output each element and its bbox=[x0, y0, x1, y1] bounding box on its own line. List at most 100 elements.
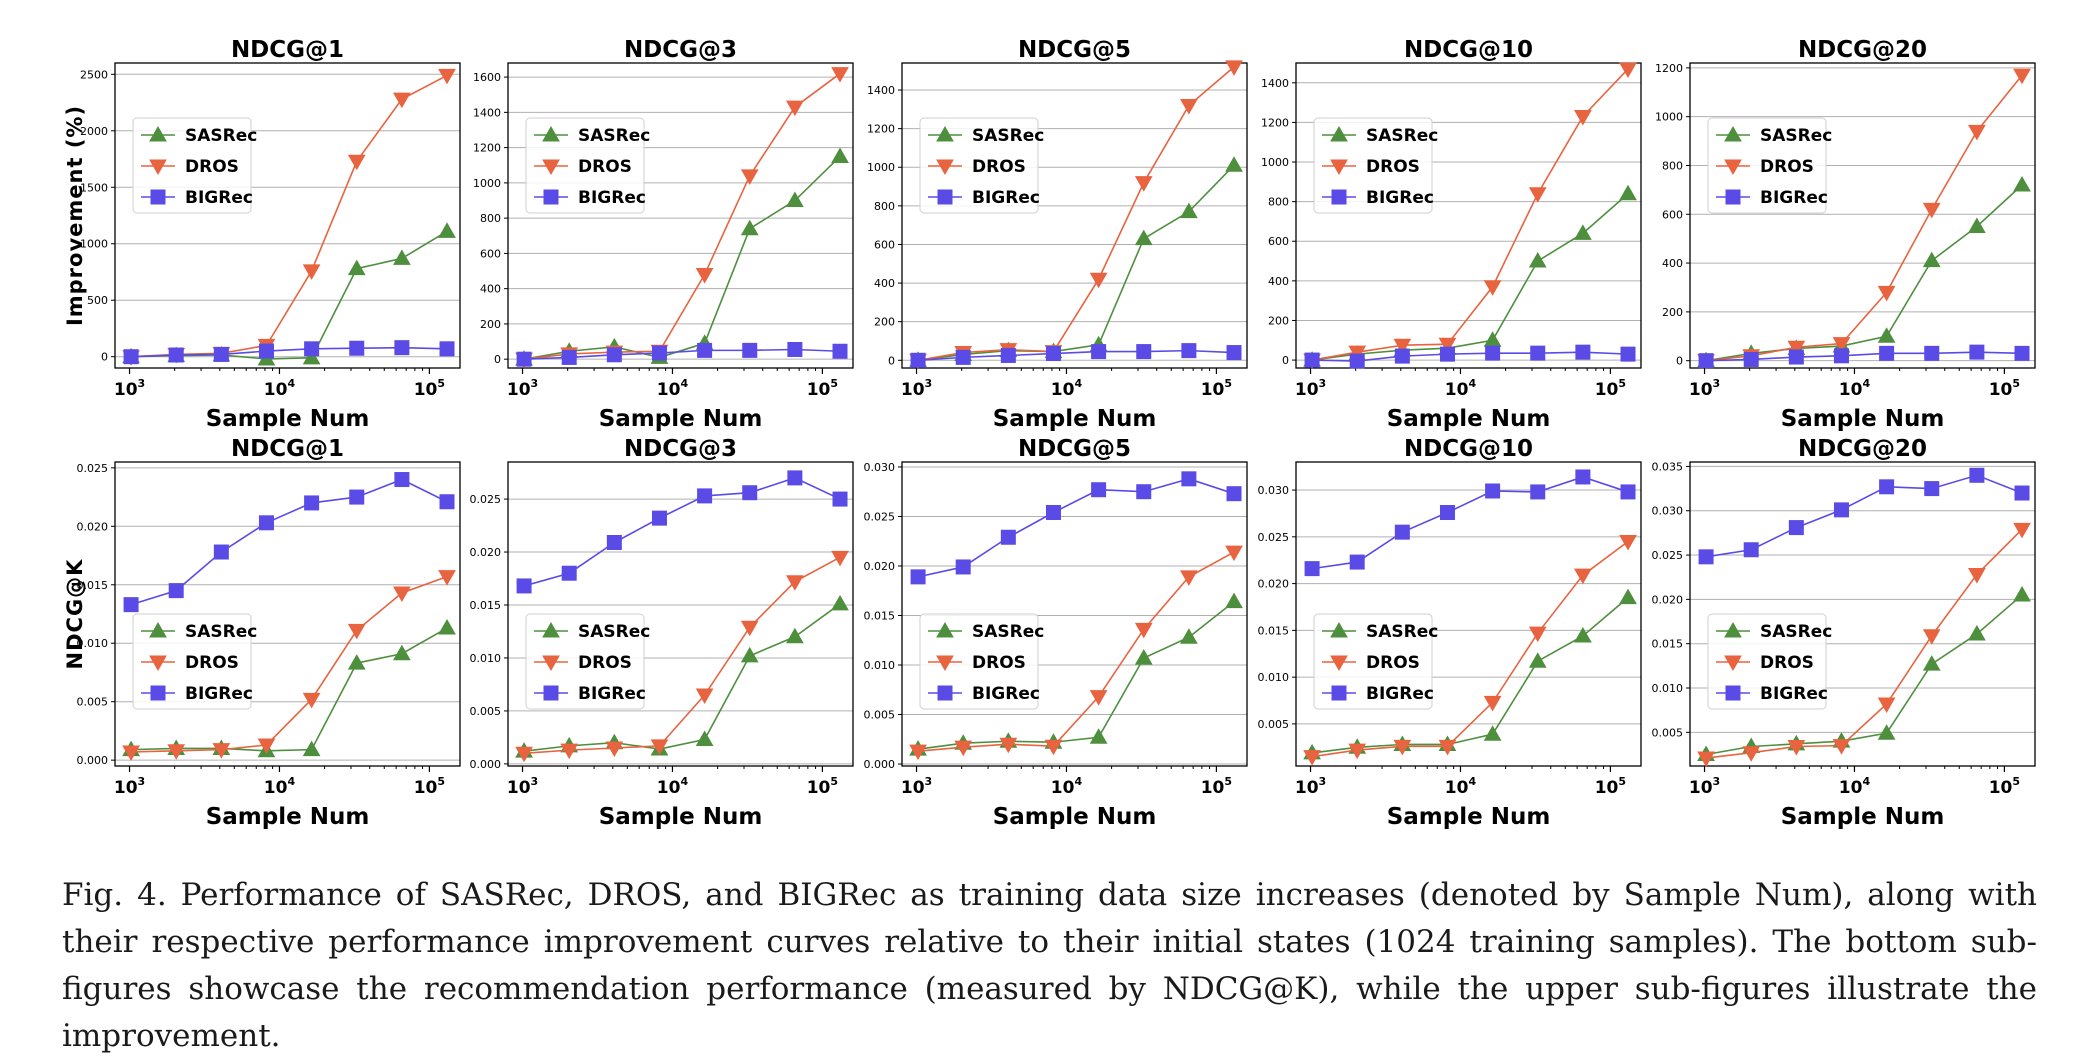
y-tick-label: 600 bbox=[480, 247, 501, 260]
x-tick-label: 103 bbox=[507, 377, 538, 400]
data-point bbox=[697, 342, 713, 358]
y-tick-label: 200 bbox=[1268, 314, 1289, 327]
plot-frame bbox=[1689, 62, 2036, 369]
y-tick-label: 400 bbox=[1268, 275, 1289, 288]
x-tick-label: 104 bbox=[657, 377, 689, 400]
y-tick-label: 0.000 bbox=[470, 758, 502, 771]
data-point bbox=[1393, 739, 1412, 756]
legend-marker bbox=[1330, 621, 1348, 638]
series-line-dros bbox=[131, 575, 448, 753]
y-tick-label: 400 bbox=[1662, 257, 1683, 270]
data-point bbox=[1483, 695, 1502, 712]
x-tick-label: 105 bbox=[807, 377, 838, 400]
legend-label: BIGRec bbox=[1366, 188, 1434, 208]
legend-box bbox=[132, 613, 252, 710]
y-tick-label: 0.020 bbox=[470, 546, 502, 559]
series-line-bigrec bbox=[130, 478, 448, 606]
data-point bbox=[1922, 629, 1941, 645]
data-point bbox=[1226, 345, 1242, 361]
data-point bbox=[740, 219, 759, 236]
y-tick-label: 1000 bbox=[867, 161, 895, 174]
x-axis-label: Sample Num bbox=[1387, 804, 1551, 830]
data-point bbox=[347, 154, 366, 171]
data-point bbox=[1968, 124, 1986, 141]
data-point bbox=[1574, 568, 1592, 585]
legend-label: SASRec bbox=[185, 622, 257, 642]
data-point bbox=[786, 627, 804, 644]
chart-panel: 0 500 1000 1500 2000 2500 103 104 105 NDCG@1 Sampl… bbox=[63, 37, 461, 432]
data-point bbox=[212, 743, 231, 759]
y-tick-label: 0.015 bbox=[1652, 638, 1684, 651]
x-tick-label: 104 bbox=[1839, 775, 1871, 798]
data-point bbox=[1879, 345, 1895, 361]
x-axis-label: Sample Num bbox=[1781, 406, 1945, 432]
y-tick-label: 800 bbox=[874, 200, 895, 213]
data-point bbox=[2013, 585, 2031, 602]
data-point bbox=[1619, 184, 1637, 201]
data-point bbox=[1044, 739, 1063, 756]
legend-box bbox=[525, 613, 645, 710]
y-tick-label: 1200 bbox=[867, 123, 895, 136]
chart-title: NDCG@3 bbox=[624, 37, 737, 63]
y-tick-label: 200 bbox=[874, 316, 895, 329]
data-point bbox=[1225, 545, 1243, 562]
series-line-sasrec bbox=[1311, 193, 1629, 361]
data-point bbox=[695, 268, 714, 284]
data-point bbox=[1226, 486, 1242, 502]
data-point bbox=[651, 345, 667, 361]
y-tick-label: 0.010 bbox=[864, 659, 896, 672]
y-tick-label: 0.025 bbox=[470, 493, 502, 506]
data-point bbox=[1483, 331, 1502, 347]
chart-panel: 0.000 0.005 0.010 0.015 0.020 0.025 103 104 105 N… bbox=[470, 436, 854, 830]
legend-box bbox=[525, 117, 645, 214]
y-tick-label: 0 bbox=[494, 353, 501, 366]
legend: SASRec DROS BIGRec bbox=[132, 613, 257, 710]
legend-marker bbox=[1724, 621, 1742, 638]
y-tick-label: 0.005 bbox=[77, 696, 109, 709]
data-point bbox=[123, 597, 139, 613]
legend-marker bbox=[1724, 159, 1742, 176]
legend-label: SASRec bbox=[1760, 622, 1832, 642]
y-tick-label: 0 bbox=[1676, 355, 1683, 368]
data-point bbox=[1698, 353, 1714, 369]
data-point bbox=[1879, 479, 1895, 495]
data-point bbox=[742, 485, 758, 501]
data-point bbox=[831, 550, 849, 567]
series-line-dros bbox=[1705, 74, 2023, 362]
data-point bbox=[167, 744, 186, 760]
y-tick-label: 200 bbox=[1662, 306, 1683, 319]
legend-marker bbox=[543, 189, 559, 205]
x-tick-label: 103 bbox=[114, 377, 145, 400]
data-point bbox=[1225, 156, 1243, 172]
data-point bbox=[1969, 344, 1985, 360]
x-tick-label: 105 bbox=[414, 377, 445, 400]
data-point bbox=[1349, 554, 1365, 570]
data-point bbox=[439, 341, 455, 357]
data-point bbox=[1968, 217, 1986, 233]
data-point bbox=[561, 565, 577, 581]
figure-caption: Fig. 4. Performance of SASRec, DROS, and… bbox=[62, 877, 2037, 1054]
x-tick-label: 104 bbox=[1445, 775, 1477, 798]
plot-frame bbox=[901, 62, 1248, 369]
legend: SASRec DROS BIGRec bbox=[919, 117, 1044, 214]
y-tick-label: 0.015 bbox=[864, 609, 896, 622]
data-point bbox=[1134, 649, 1153, 665]
data-point bbox=[606, 347, 622, 363]
data-point bbox=[213, 544, 229, 560]
data-point bbox=[1742, 746, 1761, 762]
data-point bbox=[123, 349, 139, 365]
chart-title: NDCG@5 bbox=[1018, 436, 1131, 462]
data-point bbox=[302, 348, 321, 365]
data-point bbox=[1528, 252, 1547, 268]
data-point bbox=[1485, 483, 1501, 499]
legend-marker bbox=[1331, 685, 1347, 701]
data-point bbox=[740, 620, 759, 637]
legend-label: SASRec bbox=[578, 126, 650, 146]
legend-marker bbox=[1330, 125, 1348, 142]
plot-frame bbox=[901, 461, 1248, 767]
y-tick-label: 1400 bbox=[867, 84, 895, 97]
y-tick-label: 0.035 bbox=[1652, 460, 1684, 473]
chart-title: NDCG@10 bbox=[1404, 436, 1533, 462]
series-line-bigrec bbox=[1312, 351, 1629, 362]
data-point bbox=[258, 515, 274, 531]
